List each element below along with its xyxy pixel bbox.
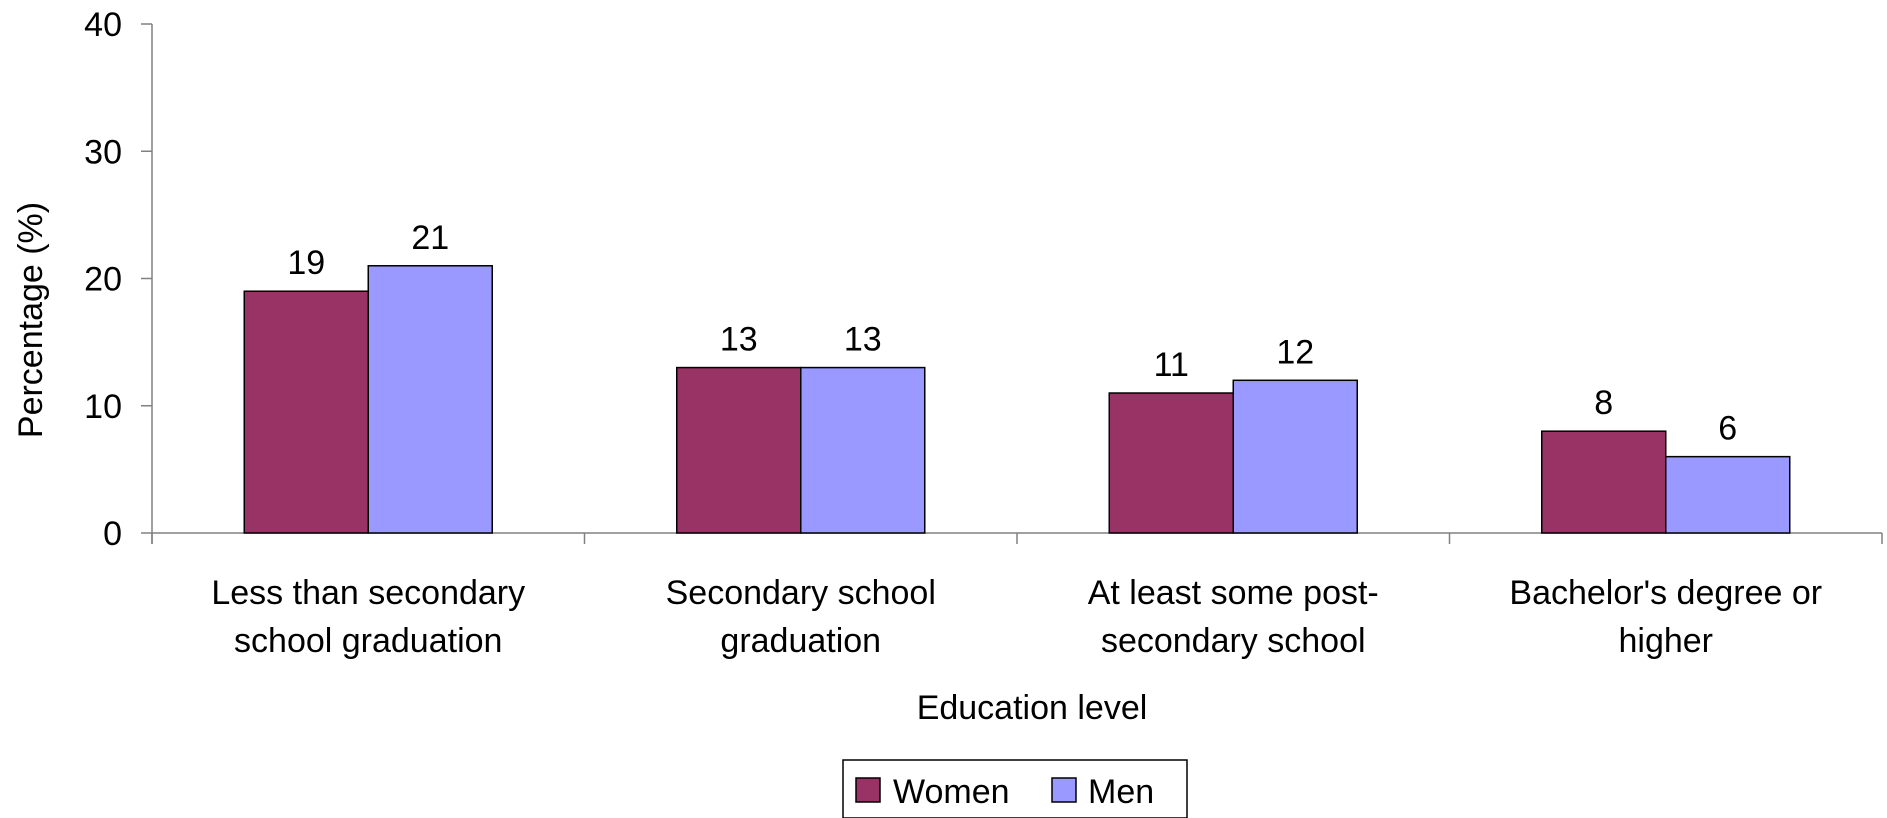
y-tick-label: 40: [84, 6, 122, 44]
category-label-line: higher: [1618, 622, 1713, 660]
category-label: Less than secondary school graduation: [211, 574, 525, 660]
category-label-line: Secondary school: [666, 574, 936, 612]
bar-value-label: 12: [1276, 333, 1314, 371]
legend-label-men: Men: [1088, 773, 1154, 811]
bar-value-label: 8: [1594, 384, 1613, 422]
bar-value-label: 19: [287, 244, 325, 282]
x-axis: [151, 532, 1883, 544]
y-tick-label: 20: [84, 261, 122, 299]
legend-frame: [842, 759, 1188, 818]
legend-label-women: Women: [893, 773, 1010, 811]
category-label-line: school graduation: [234, 622, 502, 660]
category-label-line: graduation: [720, 622, 881, 660]
bar-value-label: 6: [1718, 410, 1737, 448]
y-tick-label: 0: [103, 515, 122, 553]
bar-women: [243, 290, 369, 534]
bar-women: [676, 366, 802, 534]
bars: [243, 265, 1791, 534]
y-axis-title: Percentage (%): [12, 202, 50, 438]
bar-women: [1541, 430, 1667, 534]
bar-women: [1108, 392, 1234, 534]
category-label: Secondary school graduation: [666, 574, 936, 660]
category-label: Bachelor's degree or higher: [1509, 574, 1822, 660]
category-label-line: At least some post-: [1088, 574, 1379, 612]
y-axis: 0 10 20 30 40: [84, 6, 153, 553]
category-label: At least some post-secondary school: [1088, 574, 1379, 660]
y-tick-label: 10: [84, 388, 122, 426]
bar-labels: 19 21 13 13 11 12 8 6: [287, 219, 1737, 448]
bar-men: [1232, 379, 1358, 534]
bar-value-label: 11: [1154, 346, 1189, 384]
category-label-line: secondary school: [1101, 622, 1366, 660]
bar-men: [367, 265, 493, 534]
category-labels: Less than secondary school graduation Seco…: [211, 574, 1822, 660]
bar-men: [1665, 455, 1791, 534]
bar-value-label: 13: [720, 321, 758, 359]
category-label-line: Bachelor's degree or: [1509, 574, 1822, 612]
category-label-line: Less than secondary: [211, 574, 525, 612]
bar-value-label: 13: [844, 321, 882, 359]
bar-men: [800, 366, 926, 534]
legend: Women Men: [842, 759, 1188, 818]
legend-swatch-men: [1051, 777, 1077, 803]
legend-swatch-women: [855, 777, 881, 803]
x-axis-title: Education level: [917, 689, 1148, 727]
y-tick-label: 30: [84, 133, 122, 171]
bar-value-label: 21: [411, 219, 449, 257]
